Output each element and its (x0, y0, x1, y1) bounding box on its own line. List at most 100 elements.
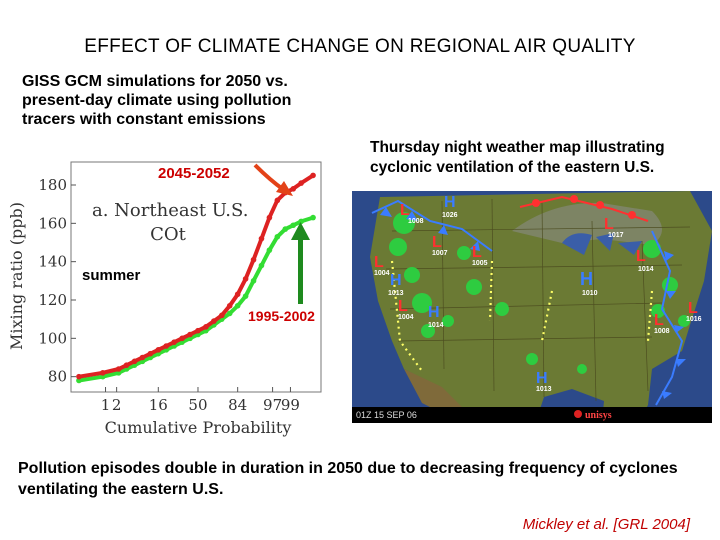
svg-text:1013: 1013 (536, 386, 552, 393)
present-period-label: 1995-2002 (248, 308, 315, 324)
slide-title: EFFECT OF CLIMATE CHANGE ON REGIONAL AIR… (84, 36, 636, 57)
data-point (171, 339, 177, 345)
data-point (226, 302, 233, 309)
data-point (226, 310, 233, 317)
svg-text:H: H (580, 269, 593, 289)
x-tick-label: 1 (101, 396, 111, 414)
data-point (139, 354, 146, 361)
svg-text:H: H (428, 304, 440, 321)
data-point (234, 302, 241, 309)
data-point (115, 366, 122, 372)
svg-text:1004: 1004 (398, 314, 414, 321)
data-point (258, 262, 265, 269)
conclusion-text: Pollution episodes double in duration in… (18, 460, 678, 498)
data-point (310, 214, 316, 221)
x-tick-label: 97 (263, 396, 282, 414)
present-arrowhead-icon (291, 222, 310, 240)
y-tick-label: 80 (48, 368, 67, 386)
cold-front (371, 199, 493, 252)
svg-text:1004: 1004 (374, 270, 390, 277)
data-point (274, 233, 281, 240)
x-axis-label: Cumulative Probability (105, 418, 292, 437)
panel-label: a. Northeast U.S. (92, 200, 248, 221)
svg-text:L: L (654, 312, 664, 329)
data-point (282, 226, 289, 232)
trough-lines (390, 260, 654, 372)
present-arrow-shaft (298, 238, 303, 304)
data-point (234, 291, 241, 298)
panel-species: COt (150, 224, 187, 245)
data-point (76, 377, 82, 384)
x-tick-label: 99 (281, 396, 300, 414)
data-point (250, 278, 257, 284)
svg-text:H: H (390, 272, 402, 289)
svg-text:L: L (374, 254, 384, 271)
data-point (123, 362, 130, 368)
svg-text:1010: 1010 (582, 290, 598, 297)
data-point (266, 247, 273, 253)
data-point (258, 235, 265, 242)
svg-text:1014: 1014 (428, 322, 444, 329)
data-point (155, 347, 162, 353)
svg-text:1016: 1016 (686, 316, 702, 323)
map-brand: unisys (585, 410, 612, 421)
precipitation-areas (389, 212, 690, 374)
y-tick-label: 100 (38, 329, 67, 347)
data-point (266, 214, 273, 221)
data-point (242, 276, 249, 282)
y-tick-label: 120 (38, 291, 67, 309)
svg-text:1014: 1014 (638, 266, 654, 273)
svg-text:L: L (636, 248, 646, 265)
svg-text:1005: 1005 (472, 260, 488, 267)
data-point (115, 370, 122, 376)
x-tick-label: 50 (188, 396, 207, 414)
map-timestamp: 01Z 15 SEP 06 (356, 410, 417, 420)
svg-text:1026: 1026 (442, 212, 458, 219)
data-point (290, 222, 297, 229)
x-tick-label: 16 (149, 396, 168, 414)
data-point (250, 256, 257, 263)
data-point (76, 373, 82, 380)
data-point (203, 324, 209, 330)
svg-text:L: L (604, 216, 614, 233)
data-point (179, 335, 185, 342)
map-footer (352, 407, 712, 423)
warm-front-bumps (532, 195, 636, 219)
x-tick-label: 2 (112, 396, 122, 414)
svg-text:L: L (432, 234, 442, 251)
svg-text:1008: 1008 (654, 328, 670, 335)
map-caption: Thursday night weather map illustrating … (370, 139, 665, 176)
season-label: summer (82, 267, 141, 284)
great-lakes (562, 233, 642, 255)
data-point (195, 327, 201, 334)
data-point (211, 318, 217, 324)
y-tick-label: 180 (38, 176, 67, 194)
svg-text:L: L (472, 244, 482, 261)
y-tick-label: 160 (38, 214, 67, 232)
simulation-description: GISS GCM simulations for 2050 vs. presen… (22, 73, 292, 128)
svg-text:H: H (444, 194, 456, 211)
data-point (310, 172, 316, 179)
data-point (99, 370, 106, 376)
x-tick-label: 84 (228, 396, 247, 414)
svg-text:1013: 1013 (388, 290, 404, 297)
svg-text:L: L (400, 202, 410, 219)
data-point (218, 312, 225, 319)
unisys-logo-icon (574, 410, 582, 418)
data-point (163, 343, 170, 349)
future-arrowhead-icon (276, 181, 293, 196)
